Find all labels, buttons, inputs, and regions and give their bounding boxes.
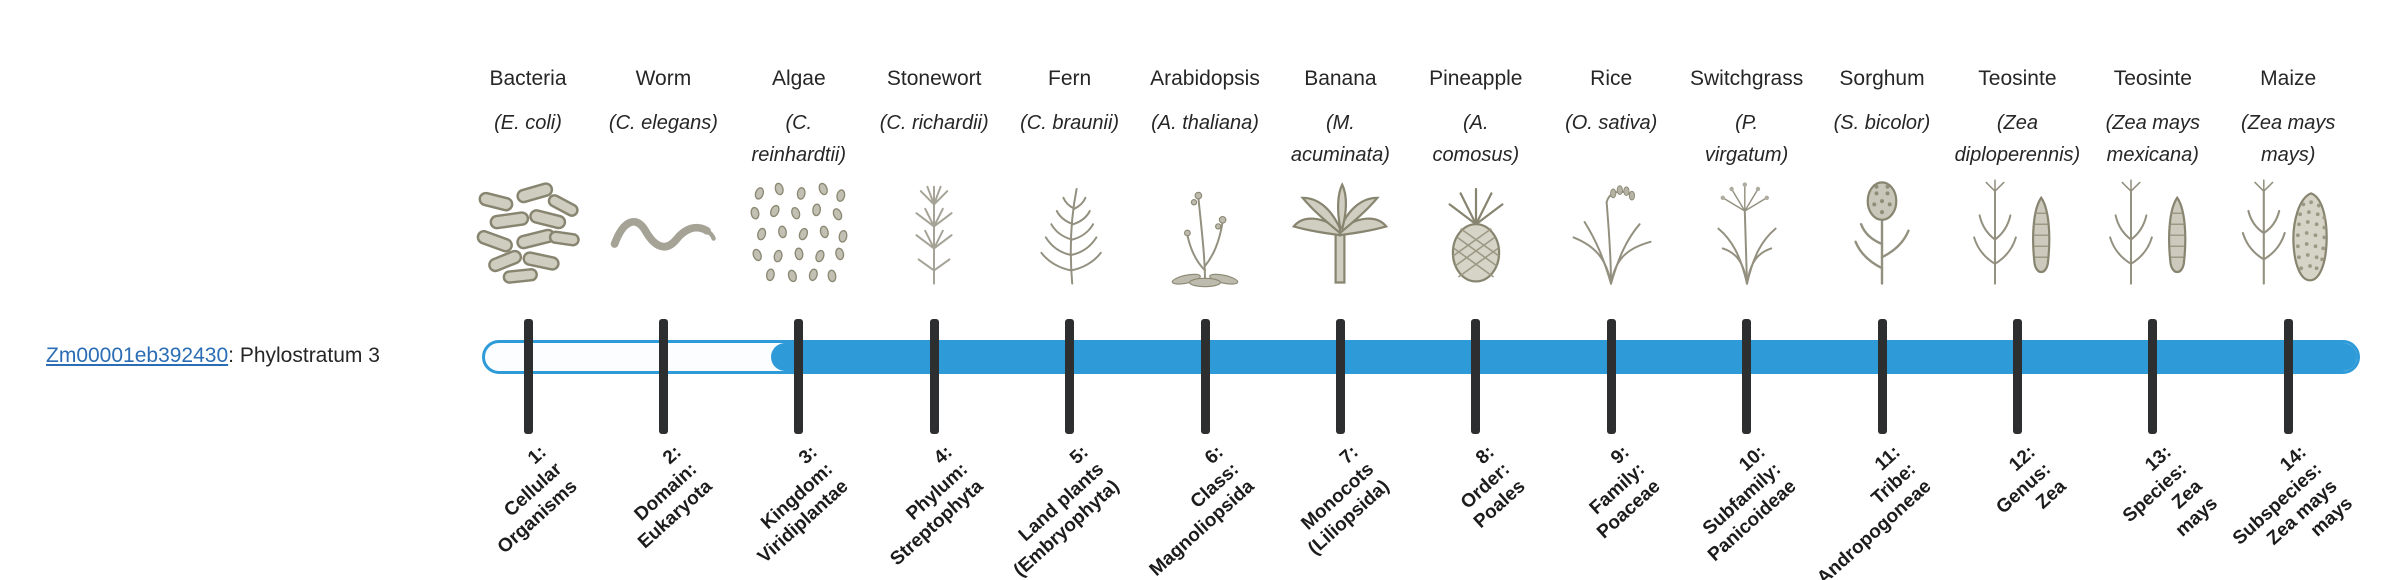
switchgrass-icon (1692, 176, 1802, 290)
phylostratum-tick (929, 319, 939, 434)
phylostratum-tick (1200, 319, 1210, 434)
organism-scientific-name: (A. thaliana) (1151, 112, 1259, 134)
organism-scientific-name: (Zea diploperennis) (1954, 112, 2081, 166)
organism-common-name: Bacteria (489, 67, 567, 90)
organism-common-name: Teosinte (1978, 67, 2057, 90)
organism-scientific-name: (M. acuminata) (1290, 112, 1390, 166)
phylostratum-tick (523, 319, 533, 434)
gene-phylostratum-text: : Phylostratum 3 (228, 344, 380, 367)
organism-common-name: Arabidopsis (1150, 67, 1260, 90)
organism-scientific-name: (E. coli) (494, 112, 562, 134)
organism-scientific-name: (C. braunii) (1020, 112, 1120, 134)
organism-scientific-name: (P. virgatum) (1704, 112, 1789, 166)
organism-common-name: Fern (1048, 67, 1092, 90)
organism-scientific-name: (O. sativa) (1565, 112, 1658, 134)
phylostratum-tick (2148, 319, 2158, 434)
phylostratum-tick (1606, 319, 1616, 434)
maize-icon (2233, 176, 2343, 290)
organism-common-name: Worm (635, 67, 692, 90)
organism-common-name: Maize (2260, 67, 2317, 90)
stonewort-icon (879, 176, 989, 290)
organism-scientific-name: (C. richardii) (879, 112, 989, 134)
organism-scientific-name: (C. reinhardtii) (751, 112, 847, 166)
organism-common-name: Pineapple (1429, 67, 1523, 90)
algae-icon (744, 176, 854, 290)
fern-icon (1015, 176, 1125, 290)
phylostratum-tick (658, 319, 668, 434)
gene-id-link[interactable]: Zm00001eb392430 (46, 344, 229, 367)
phylostratum-tick (1471, 319, 1481, 434)
phylostratum-tick (1065, 319, 1075, 434)
worm-icon (608, 176, 718, 290)
organism-scientific-name: (Zea mays mexicana) (2105, 112, 2201, 166)
phylostratum-tick (1877, 319, 1887, 434)
bacteria-icon (473, 176, 583, 290)
phylostrata-bar-fill (770, 343, 2357, 371)
arabidopsis-icon (1150, 176, 1260, 290)
organism-common-name: Teosinte (2113, 67, 2192, 90)
gene-label: Zm00001eb392430: Phylostratum 3 (46, 344, 380, 368)
organism-scientific-name: (Zea mays mays) (2240, 112, 2336, 166)
organism-common-name: Sorghum (1839, 67, 1925, 90)
phylostrata-bar (482, 340, 2360, 374)
banana-icon (1285, 176, 1395, 290)
phylostratum-tick (2283, 319, 2293, 434)
organism-common-name: Algae (771, 67, 826, 90)
organism-common-name: Stonewort (886, 67, 982, 90)
organism-common-name: Switchgrass (1689, 67, 1804, 90)
phylostratum-tick (1335, 319, 1345, 434)
phylostratum-tick (2012, 319, 2022, 434)
teosinte-icon (2098, 176, 2208, 290)
pineapple-icon (1421, 176, 1531, 290)
organism-common-name: Banana (1304, 67, 1377, 90)
organism-scientific-name: (A. comosus) (1432, 112, 1520, 166)
phylostratum-tick (794, 319, 804, 434)
organism-common-name: Rice (1590, 67, 1633, 90)
teosinte-icon (1962, 176, 2072, 290)
rice-icon (1556, 176, 1666, 290)
sorghum-icon (1827, 176, 1937, 290)
phylostratum-tick (1742, 319, 1752, 434)
organism-scientific-name: (S. bicolor) (1833, 112, 1931, 134)
organism-scientific-name: (C. elegans) (608, 112, 718, 134)
